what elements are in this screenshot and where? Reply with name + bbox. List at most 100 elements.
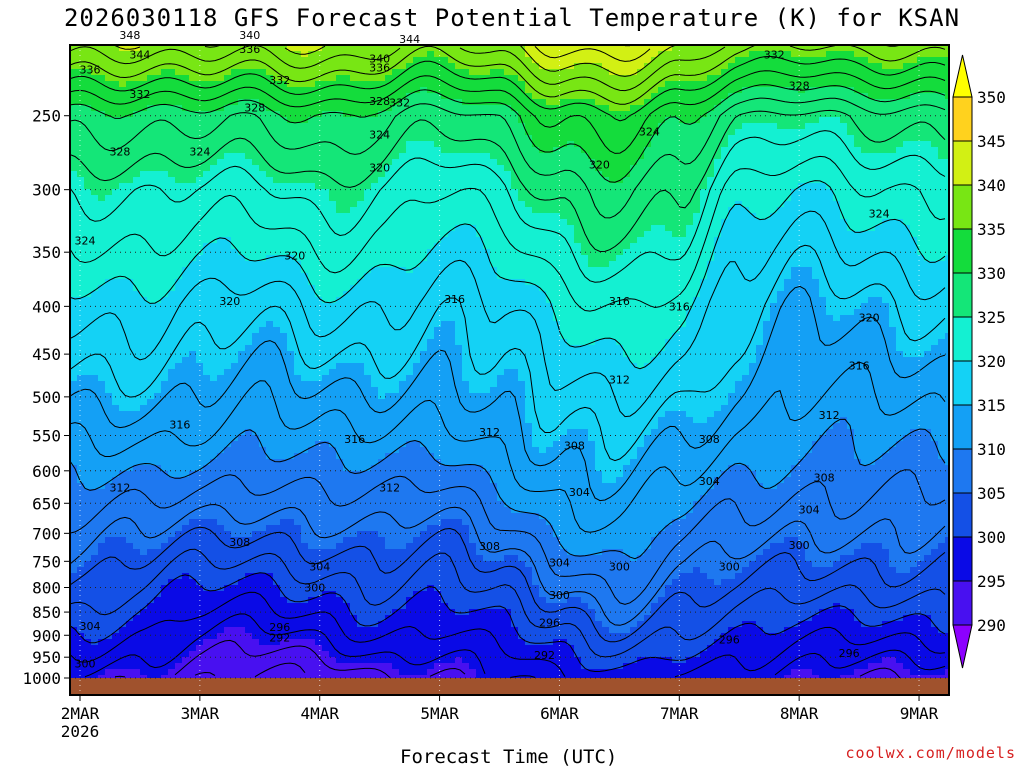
- heatmap-cell: [147, 99, 155, 106]
- heatmap-cell: [287, 273, 295, 280]
- heatmap-cell: [154, 399, 162, 406]
- heatmap-cell: [91, 375, 99, 382]
- heatmap-cell: [378, 429, 386, 436]
- heatmap-cell: [371, 489, 379, 496]
- heatmap-cell: [329, 45, 337, 52]
- heatmap-cell: [133, 153, 141, 160]
- heatmap-cell: [238, 375, 246, 382]
- heatmap-cell: [112, 513, 120, 520]
- heatmap-cell: [133, 69, 141, 76]
- heatmap-cell: [385, 357, 393, 364]
- heatmap-cell: [287, 429, 295, 436]
- heatmap-cell: [350, 663, 358, 670]
- heatmap-cell: [140, 153, 148, 160]
- heatmap-cell: [315, 423, 323, 430]
- heatmap-cell: [322, 201, 330, 208]
- heatmap-cell: [392, 171, 400, 178]
- heatmap-cell: [329, 639, 337, 646]
- heatmap-cell: [210, 147, 218, 154]
- heatmap-cell: [287, 585, 295, 592]
- heatmap-cell: [182, 423, 190, 430]
- heatmap-cell: [371, 411, 379, 418]
- heatmap-cell: [98, 123, 106, 130]
- heatmap-cell: [399, 111, 407, 118]
- heatmap-cell: [112, 387, 120, 394]
- heatmap-cell: [322, 195, 330, 202]
- heatmap-cell: [266, 249, 274, 256]
- heatmap-cell: [329, 549, 337, 556]
- heatmap-cell: [119, 435, 127, 442]
- heatmap-cell: [119, 525, 127, 532]
- heatmap-cell: [252, 633, 260, 640]
- heatmap-cell: [140, 189, 148, 196]
- heatmap-cell: [105, 135, 113, 142]
- heatmap-cell: [112, 447, 120, 454]
- heatmap-cell: [280, 543, 288, 550]
- heatmap-cell: [77, 99, 85, 106]
- heatmap-cell: [252, 399, 260, 406]
- heatmap-cell: [98, 405, 106, 412]
- heatmap-cell: [217, 387, 225, 394]
- heatmap-cell: [133, 573, 141, 580]
- heatmap-cell: [238, 177, 246, 184]
- heatmap-cell: [154, 51, 162, 58]
- heatmap-cell: [112, 453, 120, 460]
- heatmap-cell: [224, 333, 232, 340]
- heatmap-cell: [392, 531, 400, 538]
- heatmap-cell: [105, 429, 113, 436]
- heatmap-cell: [378, 309, 386, 316]
- heatmap-cell: [182, 555, 190, 562]
- heatmap-cell: [147, 537, 155, 544]
- heatmap-cell: [224, 261, 232, 268]
- heatmap-cell: [133, 501, 141, 508]
- heatmap-cell: [70, 69, 78, 76]
- heatmap-cell: [126, 93, 134, 100]
- heatmap-cell: [336, 411, 344, 418]
- heatmap-cell: [84, 609, 92, 616]
- heatmap-cell: [154, 261, 162, 268]
- heatmap-cell: [245, 651, 253, 658]
- heatmap-cell: [315, 639, 323, 646]
- heatmap-cell: [385, 327, 393, 334]
- heatmap-cell: [350, 255, 358, 262]
- heatmap-cell: [210, 45, 218, 52]
- heatmap-cell: [329, 369, 337, 376]
- heatmap-cell: [91, 411, 99, 418]
- heatmap-cell: [315, 69, 323, 76]
- heatmap-cell: [91, 117, 99, 124]
- heatmap-cell: [217, 147, 225, 154]
- heatmap-cell: [154, 627, 162, 634]
- heatmap-cell: [210, 579, 218, 586]
- heatmap-cell: [168, 135, 176, 142]
- heatmap-cell: [203, 477, 211, 484]
- heatmap-cell: [287, 537, 295, 544]
- heatmap-cell: [329, 51, 337, 58]
- heatmap-cell: [350, 93, 358, 100]
- heatmap-cell: [364, 165, 372, 172]
- heatmap-cell: [266, 99, 274, 106]
- heatmap-cell: [119, 441, 127, 448]
- heatmap-cell: [245, 315, 253, 322]
- heatmap-cell: [280, 237, 288, 244]
- heatmap-cell: [210, 231, 218, 238]
- heatmap-cell: [182, 417, 190, 424]
- heatmap-cell: [133, 327, 141, 334]
- heatmap-cell: [84, 333, 92, 340]
- heatmap-cell: [119, 537, 127, 544]
- heatmap-cell: [77, 177, 85, 184]
- heatmap-cell: [182, 657, 190, 664]
- heatmap-cell: [224, 405, 232, 412]
- heatmap-cell: [245, 549, 253, 556]
- heatmap-cell: [357, 279, 365, 286]
- heatmap-cell: [329, 177, 337, 184]
- heatmap-cell: [231, 309, 239, 316]
- heatmap-cell: [238, 117, 246, 124]
- heatmap-cell: [238, 321, 246, 328]
- heatmap-cell: [168, 513, 176, 520]
- heatmap-cell: [336, 165, 344, 172]
- heatmap-cell: [392, 459, 400, 466]
- heatmap-cell: [280, 309, 288, 316]
- heatmap-cell: [84, 303, 92, 310]
- heatmap-cell: [287, 453, 295, 460]
- heatmap-cell: [119, 141, 127, 148]
